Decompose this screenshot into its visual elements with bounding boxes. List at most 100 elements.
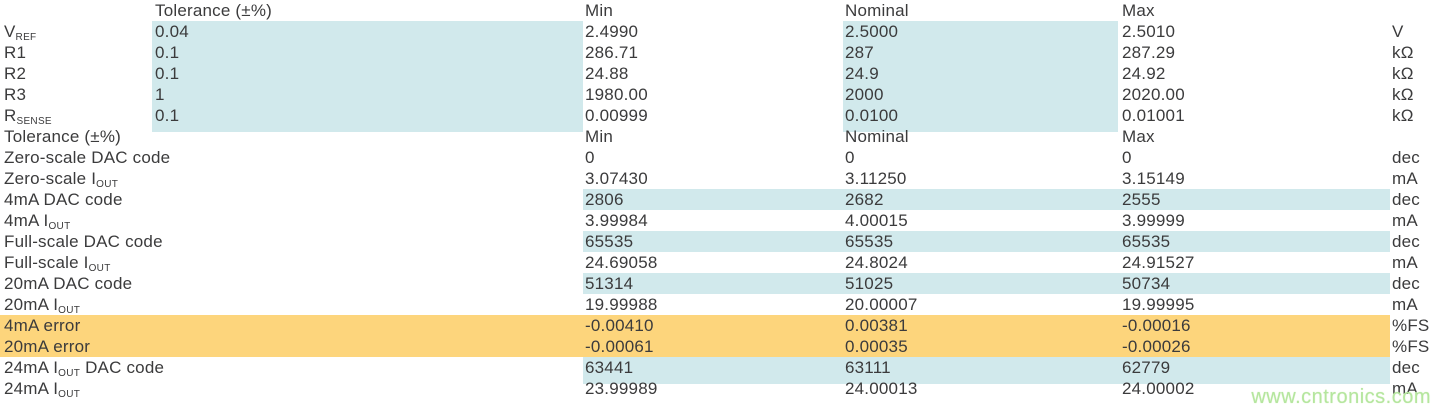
row-label: R1 [4, 43, 27, 62]
row-label: 4mA DAC code [4, 190, 123, 209]
row-cell-label: VREF [0, 21, 152, 48]
row-cell-unit: kΩ [1392, 106, 1414, 125]
row-cell-label: 4mA IOUT [0, 210, 152, 237]
row-cell-max: 2.5010 [1122, 22, 1176, 41]
row-cell-max: 24.00002 [1122, 379, 1195, 398]
watermark-text: www.cntronics.com [1251, 386, 1431, 408]
row-cell-nominal: 287 [843, 42, 1118, 63]
row-label: Zero-scale I [4, 169, 97, 188]
row-label: 24mA I [4, 358, 59, 377]
row-cell-min: 63441 [583, 357, 843, 384]
row-label: Full-scale DAC code [4, 232, 163, 251]
row-cell-unit: kΩ [1392, 43, 1414, 62]
table-row: Full-scale DAC code 65535 65535 65535 dec [0, 231, 1436, 252]
table-row: Zero-scale DAC code 0 0 0 dec [0, 147, 1436, 168]
row-label-subscript: SENSE [16, 116, 52, 127]
row-label: 24mA I [4, 379, 59, 398]
row-cell-nominal: 0.00381 [843, 315, 1118, 336]
row-cell-label: 24mA IOUT [0, 378, 152, 405]
row-cell-max: 2555 [1118, 189, 1390, 210]
row-cell-max: 62779 [1118, 357, 1390, 384]
row-cell-nominal: 4.00015 [845, 211, 908, 230]
row-cell-label: Zero-scale DAC code [0, 147, 170, 168]
header-cell-max: Max [1122, 127, 1155, 146]
row-cell-label: R3 [0, 84, 152, 105]
row-cell-min: 3.07430 [585, 169, 648, 188]
header-cell-min: Min [585, 1, 613, 20]
row-cell-nominal: 20.00007 [845, 295, 918, 314]
row-cell-unit: %FS [1392, 316, 1430, 335]
row-cell-max: 3.99999 [1122, 211, 1185, 230]
row-cell-tolerance: 1 [152, 84, 583, 105]
row-cell-tolerance [152, 231, 583, 252]
row-label-subscript: OUT [88, 263, 111, 274]
row-cell-min: 3.99984 [585, 211, 648, 230]
row-cell-label: 20mA DAC code [0, 273, 152, 294]
row-cell-label: 24mA IOUT DAC code [0, 357, 164, 384]
row-label: 4mA I [4, 211, 49, 230]
row-cell-tolerance [152, 336, 583, 357]
row-label-subscript: OUT [58, 368, 81, 379]
row-cell-unit: kΩ [1392, 64, 1414, 83]
row-label-subscript: OUT [58, 305, 81, 316]
table-row: 4mA IOUT 3.99984 4.00015 3.99999 mA [0, 210, 1436, 232]
row-cell-min: 65535 [583, 231, 843, 252]
row-label: 20mA I [4, 295, 59, 314]
header-cell-tolerance: Tolerance (±%) [155, 1, 273, 20]
row-label: Zero-scale DAC code [4, 148, 171, 167]
row-cell-min: 1980.00 [585, 85, 648, 104]
row-cell-tolerance: 0.1 [152, 105, 583, 132]
header-cell-unit [1390, 126, 1436, 147]
row-cell-label: 4mA error [0, 315, 152, 336]
row-cell-min: 23.99989 [585, 379, 658, 398]
row-cell-unit: dec [1392, 232, 1421, 251]
row-label: R2 [4, 64, 27, 83]
row-cell-label: Full-scale IOUT [0, 252, 152, 279]
header-cell-nominal: Nominal [845, 127, 909, 146]
row-cell-unit: mA [1392, 211, 1418, 230]
row-cell-min: -0.00061 [583, 336, 843, 357]
row-cell-nominal: 63111 [843, 357, 1118, 384]
row-cell-nominal: 24.9 [843, 63, 1118, 84]
row-cell-tolerance: 0.1 [152, 63, 583, 84]
row-cell-unit: mA [1392, 169, 1418, 188]
row-cell-max: 24.92 [1122, 64, 1166, 83]
row-cell-max: 24.91527 [1122, 253, 1195, 272]
row-cell-tolerance [152, 273, 583, 294]
table-row: R2 0.1 24.88 24.9 24.92 kΩ [0, 63, 1436, 84]
row-cell-max: 0.01001 [1122, 106, 1185, 125]
row-cell-min: -0.00410 [583, 315, 843, 336]
row-cell-unit: dec [1392, 148, 1421, 167]
header-cell-tolerance [152, 126, 583, 147]
row-cell-nominal: 0.00035 [843, 336, 1118, 357]
row-cell-min: 0 [585, 148, 595, 167]
row-cell-unit: dec [1392, 190, 1421, 209]
table-row: Zero-scale IOUT 3.07430 3.11250 3.15149 mA [0, 168, 1436, 190]
row-cell-max: 2020.00 [1122, 85, 1185, 104]
row-label: R [4, 106, 17, 125]
row-cell-nominal: 2682 [843, 189, 1118, 210]
row-cell-nominal: 65535 [843, 231, 1118, 252]
row-cell-label: R2 [0, 63, 152, 84]
row-label: 20mA error [4, 337, 91, 356]
row-cell-unit: dec [1392, 358, 1421, 377]
row-cell-unit: mA [1392, 253, 1418, 272]
table-row: 20mA error -0.00061 0.00035 -0.00026 %FS [0, 336, 1436, 357]
row-cell-label: 20mA error [0, 336, 152, 357]
table-row: RSENSE 0.1 0.00999 0.0100 0.01001 kΩ [0, 105, 1436, 132]
row-cell-max: 65535 [1118, 231, 1390, 252]
row-cell-max: 19.99995 [1122, 295, 1195, 314]
row-cell-min: 24.69058 [585, 253, 658, 272]
row-cell-max: -0.00026 [1118, 336, 1390, 357]
row-cell-label: 4mA DAC code [0, 189, 152, 210]
table-row: R3 1 1980.00 2000 2020.00 kΩ [0, 84, 1436, 105]
row-cell-tolerance [152, 189, 583, 210]
header-cell-label [0, 0, 152, 21]
table-row: Full-scale IOUT 24.69058 24.8024 24.91527 mA [0, 252, 1436, 274]
table-row: 20mA IOUT 19.99988 20.00007 19.99995 mA [0, 294, 1436, 316]
header-cell-min: Min [585, 127, 613, 146]
row-cell-tolerance [152, 315, 583, 336]
row-cell-tolerance [152, 147, 583, 168]
row-cell-max: 287.29 [1122, 43, 1176, 62]
row-label-subscript: OUT [58, 389, 81, 400]
